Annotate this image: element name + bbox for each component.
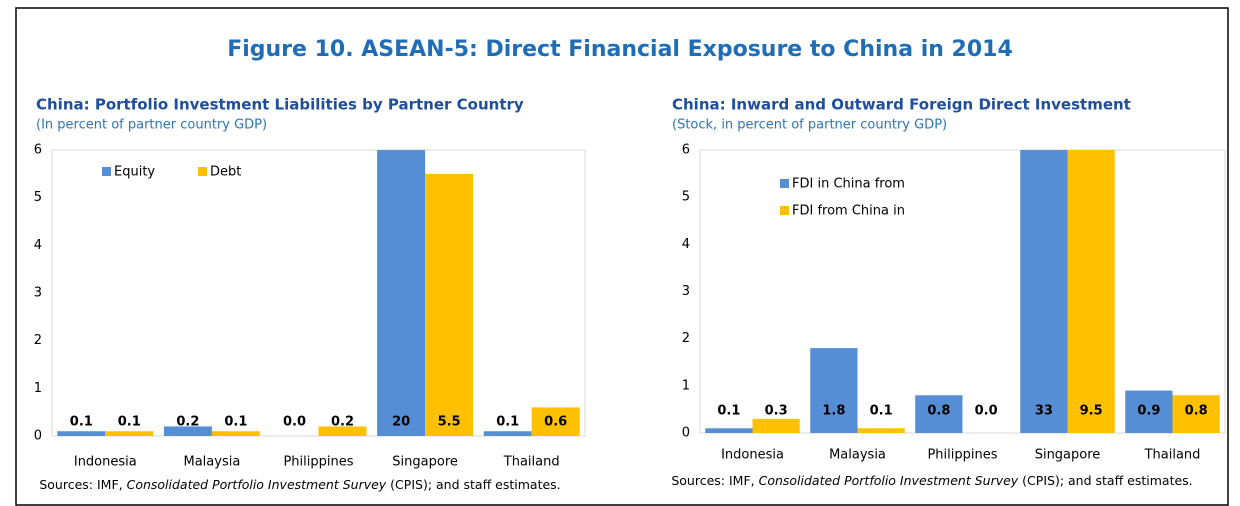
x-tick-label: Indonesia — [721, 448, 784, 463]
source-note: Sources: IMF, Consolidated Portfolio Inv… — [39, 477, 560, 492]
bar — [1067, 150, 1115, 433]
bar — [425, 173, 474, 436]
data-label: 5.5 — [438, 415, 461, 430]
y-tick-label: 6 — [34, 143, 42, 158]
legend-label: FDI in China from — [792, 177, 905, 192]
data-label: 33 — [1035, 404, 1053, 419]
y-tick-label: 2 — [682, 331, 690, 346]
bar — [483, 431, 532, 436]
bar — [705, 428, 753, 433]
bar — [57, 431, 106, 436]
source-note: Sources: IMF, Consolidated Portfolio Inv… — [671, 473, 1192, 488]
bar — [1020, 150, 1068, 433]
bar — [211, 431, 260, 436]
data-label: 0.1 — [496, 415, 519, 430]
bar — [810, 348, 858, 433]
data-label: 0.1 — [224, 415, 247, 430]
data-label: 0.3 — [765, 404, 788, 419]
data-label: 0.9 — [1137, 404, 1160, 419]
source-italic: Consolidated Portfolio Investment Survey — [127, 477, 387, 492]
data-label: 0.2 — [331, 415, 354, 430]
chart-title: China: Inward and Outward Foreign Direct… — [672, 96, 1131, 114]
bar — [1172, 395, 1220, 433]
legend-swatch — [780, 179, 789, 188]
y-tick-label: 0 — [34, 429, 42, 444]
x-tick-label: Thailand — [1144, 448, 1201, 463]
data-label: 0.6 — [544, 415, 567, 430]
data-label: 0.1 — [870, 404, 893, 419]
x-tick-label: Indonesia — [74, 455, 137, 470]
bar — [752, 418, 800, 433]
legend-label: Equity — [114, 165, 155, 180]
y-tick-label: 1 — [34, 381, 42, 396]
y-tick-label: 5 — [34, 190, 42, 205]
data-label: 0.0 — [283, 415, 306, 430]
legend-label: FDI from China in — [792, 204, 905, 219]
data-label: 1.8 — [822, 404, 845, 419]
x-tick-label: Philippines — [283, 455, 353, 470]
chart-subtitle: (In percent of partner country GDP) — [36, 118, 267, 133]
legend-label: Debt — [210, 165, 241, 180]
x-tick-label: Thailand — [503, 455, 560, 470]
y-tick-label: 4 — [34, 238, 42, 253]
bar — [531, 407, 580, 436]
y-tick-label: 4 — [682, 237, 690, 252]
data-label: 0.8 — [927, 404, 950, 419]
data-label: 0.0 — [975, 404, 998, 419]
y-tick-label: 2 — [34, 333, 42, 348]
bar — [318, 426, 367, 436]
source-suffix: (CPIS); and staff estimates. — [1018, 473, 1192, 488]
data-label: 0.1 — [118, 415, 141, 430]
data-label: 0.1 — [70, 415, 93, 430]
y-tick-label: 3 — [682, 284, 690, 299]
data-label: 0.1 — [717, 404, 740, 419]
source-prefix: Sources: IMF, — [39, 477, 126, 492]
bar — [1125, 390, 1173, 433]
figure-title: Figure 10. ASEAN-5: Direct Financial Exp… — [227, 37, 1013, 62]
bar — [377, 150, 426, 436]
legend-swatch — [198, 167, 207, 176]
bar — [163, 426, 212, 436]
data-label: 0.2 — [176, 415, 199, 430]
x-tick-label: Philippines — [927, 448, 997, 463]
legend-swatch — [102, 167, 111, 176]
bar — [105, 431, 154, 436]
data-label: 20 — [392, 415, 410, 430]
bar — [915, 395, 963, 433]
x-tick-label: Singapore — [392, 455, 458, 470]
x-tick-label: Malaysia — [829, 448, 886, 463]
y-tick-label: 5 — [682, 190, 690, 205]
bar — [857, 428, 905, 433]
chart-subtitle: (Stock, in percent of partner country GD… — [672, 118, 947, 133]
y-tick-label: 0 — [682, 426, 690, 441]
source-prefix: Sources: IMF, — [671, 473, 758, 488]
legend-swatch — [780, 206, 789, 215]
data-label: 0.8 — [1185, 404, 1208, 419]
source-italic: Consolidated Portfolio Investment Survey — [759, 473, 1019, 488]
source-suffix: (CPIS); and staff estimates. — [386, 477, 560, 492]
y-tick-label: 6 — [682, 143, 690, 158]
y-tick-label: 1 — [682, 378, 690, 393]
chart-title: China: Portfolio Investment Liabilities … — [36, 96, 524, 114]
x-tick-label: Singapore — [1035, 448, 1101, 463]
y-tick-label: 3 — [34, 286, 42, 301]
data-label: 9.5 — [1080, 404, 1103, 419]
x-tick-label: Malaysia — [183, 455, 240, 470]
